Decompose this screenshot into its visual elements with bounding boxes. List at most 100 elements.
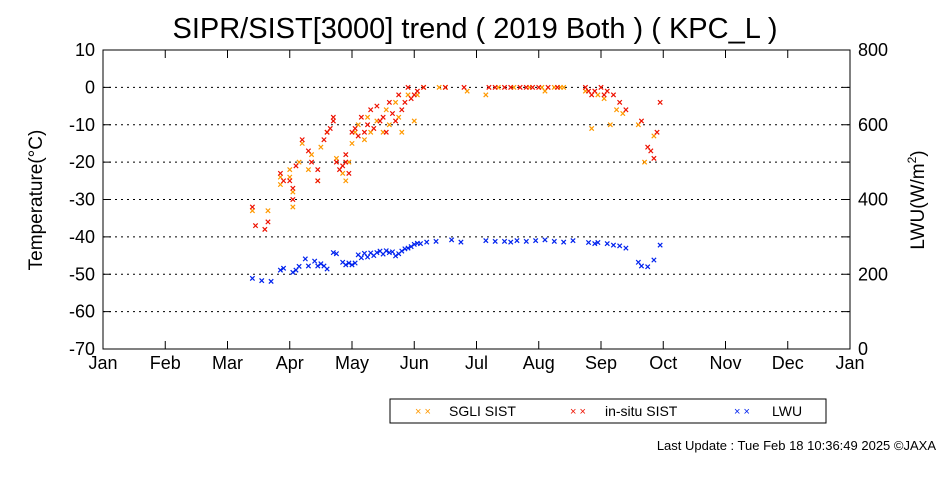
last-update-footer: Last Update : Tue Feb 18 10:36:49 2025 ©… bbox=[656, 438, 936, 453]
data-point-s2 bbox=[424, 239, 430, 245]
data-point-s1 bbox=[290, 185, 296, 191]
data-point-s2 bbox=[259, 277, 265, 284]
x-tick-label: Jul bbox=[465, 353, 488, 373]
data-point-s1 bbox=[327, 125, 333, 132]
data-point-s1 bbox=[648, 148, 654, 154]
data-point-s1 bbox=[361, 129, 368, 135]
data-point-s1 bbox=[523, 84, 529, 90]
data-point-s1 bbox=[346, 170, 352, 176]
data-point-s1 bbox=[293, 163, 299, 169]
data-point-s2 bbox=[312, 258, 318, 264]
y2-tick-label: 600 bbox=[858, 115, 888, 135]
data-point-s2 bbox=[383, 248, 389, 254]
y-tick-label: -10 bbox=[69, 115, 95, 135]
data-point-s1 bbox=[287, 178, 293, 184]
data-point-s1 bbox=[592, 88, 598, 94]
y-tick-label: -30 bbox=[69, 190, 95, 210]
data-point-s0 bbox=[589, 125, 595, 132]
data-point-s1 bbox=[386, 99, 392, 105]
data-point-s0 bbox=[392, 99, 399, 105]
data-point-s1 bbox=[536, 84, 542, 90]
legend-label-lwu: LWU bbox=[772, 403, 802, 419]
data-point-s2 bbox=[405, 245, 411, 251]
data-point-s1 bbox=[651, 155, 657, 162]
x-tick-label: Jun bbox=[400, 353, 429, 373]
data-point-s0 bbox=[641, 159, 648, 165]
legend-item-sgli: × × SGLI SIST bbox=[415, 403, 516, 419]
data-point-s2 bbox=[638, 263, 645, 269]
data-point-s2 bbox=[523, 238, 529, 244]
data-point-s2 bbox=[561, 239, 567, 245]
legend-label-insitu: in-situ SIST bbox=[605, 403, 678, 419]
data-point-s1 bbox=[252, 223, 259, 229]
data-point-s2 bbox=[651, 257, 657, 263]
data-point-s1 bbox=[380, 114, 386, 120]
legend-marker-sgli: × × bbox=[415, 406, 431, 418]
data-point-s1 bbox=[343, 152, 349, 158]
x-tick-label: Oct bbox=[649, 353, 677, 373]
data-point-s1 bbox=[374, 103, 380, 109]
data-point-s2 bbox=[399, 248, 405, 254]
data-point-s1 bbox=[280, 178, 287, 184]
grid-lines bbox=[103, 86, 850, 313]
data-point-s2 bbox=[358, 255, 364, 261]
x-tick-label: Mar bbox=[212, 353, 243, 373]
data-point-s1 bbox=[308, 159, 315, 165]
data-point-s1 bbox=[623, 107, 629, 113]
data-point-s1 bbox=[299, 137, 305, 143]
data-point-s2 bbox=[352, 260, 358, 266]
y-tick-label: -50 bbox=[69, 264, 95, 284]
y-tick-label: -60 bbox=[69, 302, 95, 322]
x-tick-label: May bbox=[335, 353, 369, 373]
x-tick-label: Aug bbox=[523, 353, 555, 373]
data-point-s2 bbox=[492, 238, 498, 244]
data-point-s2 bbox=[330, 249, 336, 256]
data-point-s1 bbox=[554, 84, 561, 90]
left-axis-ticks: 10 0 -10 -20 -30 -40 -50 -60 -70 bbox=[69, 40, 850, 359]
data-point-s2 bbox=[392, 253, 399, 259]
legend-marker-insitu: × × bbox=[570, 406, 586, 418]
data-point-s2 bbox=[268, 278, 274, 284]
data-point-s1 bbox=[598, 84, 604, 90]
chart-title: SIPR/SIST[3000] trend ( 2019 Both ) ( KP… bbox=[173, 13, 778, 45]
data-point-s2 bbox=[349, 262, 355, 268]
data-point-s2 bbox=[657, 242, 663, 248]
data-point-s1 bbox=[657, 99, 663, 105]
data-point-s2 bbox=[533, 237, 539, 244]
month-axis-ticks: Jan Feb Mar Apr May Jun Jul Aug Sep Oct Nov Dec Jan bbox=[88, 50, 865, 373]
data-point-s1 bbox=[333, 159, 340, 165]
data-point-s0 bbox=[411, 118, 417, 124]
left-axis-label: Temperature(°C) bbox=[26, 130, 47, 271]
data-point-s2 bbox=[508, 239, 514, 245]
data-point-s0 bbox=[287, 166, 293, 173]
data-point-s2 bbox=[408, 243, 414, 250]
y-tick-label: -70 bbox=[69, 339, 95, 359]
y-tick-label: 10 bbox=[75, 40, 95, 60]
data-point-s2 bbox=[592, 240, 598, 247]
data-point-s2 bbox=[448, 237, 455, 243]
data-point-s2 bbox=[302, 256, 308, 262]
data-point-s2 bbox=[324, 266, 330, 272]
data-point-s2 bbox=[483, 237, 489, 244]
y-tick-label: -20 bbox=[69, 152, 95, 172]
data-point-s1 bbox=[654, 129, 660, 135]
data-point-s2 bbox=[617, 243, 623, 249]
data-point-s2 bbox=[501, 238, 508, 244]
x-tick-label: Dec bbox=[772, 353, 804, 373]
data-point-s2 bbox=[411, 241, 417, 247]
data-point-s1 bbox=[262, 226, 268, 233]
x-tick-label: Feb bbox=[150, 353, 181, 373]
data-point-s1 bbox=[315, 166, 321, 173]
data-point-s2 bbox=[315, 263, 321, 269]
data-point-s1 bbox=[610, 92, 617, 98]
data-point-s1 bbox=[517, 84, 523, 90]
data-point-s1 bbox=[383, 129, 389, 135]
data-point-s1 bbox=[405, 84, 411, 90]
data-point-s0 bbox=[318, 144, 324, 150]
data-point-s1 bbox=[277, 170, 284, 176]
data-point-s1 bbox=[508, 84, 514, 90]
y2-tick-label: 0 bbox=[858, 339, 868, 359]
x-tick-label: Jan bbox=[835, 353, 864, 373]
data-point-s1 bbox=[364, 122, 371, 128]
x-tick-label: Nov bbox=[709, 353, 741, 373]
